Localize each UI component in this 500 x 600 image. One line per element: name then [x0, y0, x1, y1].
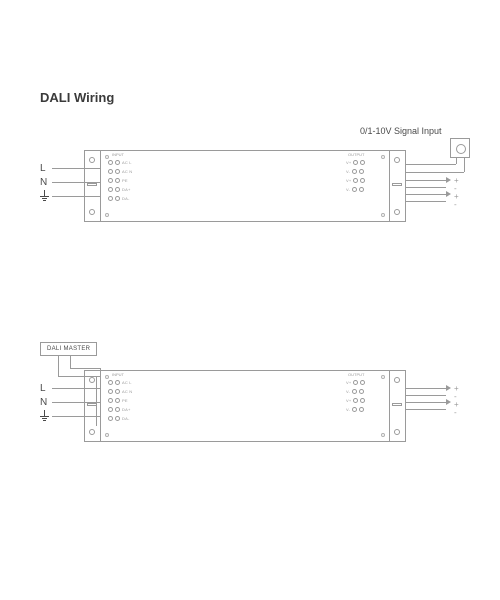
input-terminals: AC L AC N PE DA+ DA- — [108, 378, 146, 434]
wire-dali-b — [70, 356, 71, 368]
pin-gnd-label — [40, 190, 50, 205]
dali-master-box: DALI MASTER — [40, 342, 97, 356]
wire-out-2 — [406, 187, 446, 188]
wire-gnd — [52, 196, 100, 197]
signal-input-label: 0/1-10V Signal Input — [360, 126, 442, 136]
mount-tab-right — [390, 370, 406, 442]
input-pin-labels: L N — [40, 162, 50, 205]
mount-tab-left — [84, 370, 100, 442]
arrow-icon — [446, 191, 451, 197]
wire-n — [52, 402, 100, 403]
wire-signal-a — [456, 158, 457, 164]
diagram-0-10v: AC L AC N PE DA+ DA- INPUT V+ V- V+ V- O… — [40, 120, 460, 260]
arrow-icon — [446, 385, 451, 391]
input-marking: INPUT — [112, 372, 124, 377]
wire-out-1 — [406, 180, 446, 181]
wire-out-3 — [406, 194, 446, 195]
ground-icon — [40, 410, 50, 420]
wire-out-4 — [406, 409, 446, 410]
output-marking: OUTPUT — [348, 372, 364, 377]
diagram-dali-master: AC L AC N PE DA+ DA- INPUT V+ V- V+ V- O… — [40, 340, 460, 500]
wire-out-1 — [406, 388, 446, 389]
pin-n-label: N — [40, 176, 50, 190]
polarity-minus: - — [454, 408, 457, 417]
mount-tab-right — [390, 150, 406, 222]
wire-signal-b — [464, 158, 465, 172]
input-marking: INPUT — [112, 152, 124, 157]
pin-gnd-label — [40, 410, 50, 425]
pin-l-label: L — [40, 162, 50, 176]
arrow-icon — [446, 177, 451, 183]
output-marking: OUTPUT — [348, 152, 364, 157]
mount-tab-left — [84, 150, 100, 222]
wire-l — [52, 388, 100, 389]
wire-out-3 — [406, 402, 446, 403]
output-terminals: V+ V- V+ V- — [346, 378, 384, 434]
input-terminals: AC L AC N PE DA+ DA- — [108, 158, 146, 214]
output-terminals: V+ V- V+ V- — [346, 158, 384, 214]
diagram-title: DALI Wiring — [40, 90, 114, 105]
wire-n — [52, 182, 100, 183]
wire-dali-a — [58, 356, 59, 376]
wire-gnd — [52, 416, 100, 417]
wire-l — [52, 168, 100, 169]
arrow-icon — [446, 399, 451, 405]
wire-out-4 — [406, 201, 446, 202]
ground-icon — [40, 190, 50, 200]
pin-n-label: N — [40, 396, 50, 410]
signal-source-icon — [450, 138, 470, 158]
input-pin-labels: L N — [40, 382, 50, 425]
polarity-minus: - — [454, 200, 457, 209]
pin-l-label: L — [40, 382, 50, 396]
wire-out-2 — [406, 395, 446, 396]
